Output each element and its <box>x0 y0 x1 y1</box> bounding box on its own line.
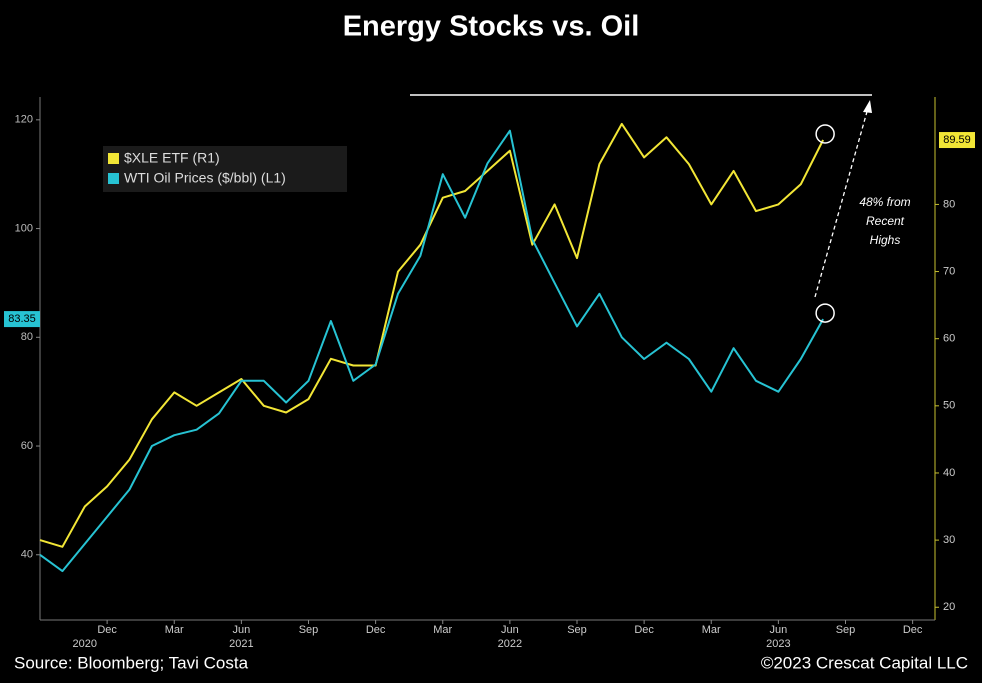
annotation: 48% from <box>859 195 910 209</box>
source: Source: Bloomberg; Tavi Costa <box>14 653 249 672</box>
annotation: Highs <box>870 233 901 247</box>
x-tick-label: Sep <box>567 624 587 636</box>
x-year-label: 2023 <box>766 638 790 650</box>
x-year-label: 2022 <box>498 638 522 650</box>
y2-tick-label: 60 <box>943 333 955 345</box>
legend-swatch <box>108 173 119 184</box>
x-tick-label: Sep <box>836 624 856 636</box>
chart-title: Energy Stocks vs. Oil <box>343 11 640 43</box>
y-tick-label: 100 <box>15 222 33 234</box>
x-tick-label: Mar <box>433 624 452 636</box>
x-tick-label: Dec <box>366 624 386 636</box>
x-tick-label: Jun <box>233 624 251 636</box>
series-line <box>39 122 824 548</box>
legend-box <box>103 146 347 192</box>
series-line <box>39 129 824 573</box>
x-tick-label: Mar <box>165 624 184 636</box>
last-value-label: 83.35 <box>8 313 36 325</box>
highlight-circle <box>815 124 835 144</box>
y-tick-label: 60 <box>21 440 33 452</box>
dashed-arrow <box>814 107 869 298</box>
y2-tick-label: 80 <box>943 198 955 210</box>
y-tick-label: 40 <box>21 549 33 561</box>
arrow-head <box>863 100 872 113</box>
y-tick-label: 80 <box>21 331 33 343</box>
highlight-circle <box>815 303 835 323</box>
annotation: Recent <box>866 214 905 228</box>
y2-tick-label: 50 <box>943 400 955 412</box>
x-tick-label: Dec <box>97 624 117 636</box>
y-tick-label: 120 <box>15 114 33 126</box>
y2-tick-label: 30 <box>943 534 955 546</box>
legend-label: $XLE ETF (R1) <box>124 150 220 166</box>
x-year-label: 2021 <box>229 638 253 650</box>
last-value-badge <box>4 311 40 328</box>
x-tick-label: Jun <box>770 624 788 636</box>
x-tick-label: Jun <box>501 624 519 636</box>
x-tick-label: Sep <box>299 624 319 636</box>
last-value-badge <box>939 132 975 149</box>
y2-tick-label: 20 <box>943 601 955 613</box>
legend-label: WTI Oil Prices ($/bbl) (L1) <box>124 170 286 186</box>
x-year-label: 2020 <box>73 638 97 650</box>
x-tick-label: Dec <box>903 624 923 636</box>
y2-tick-label: 40 <box>943 467 955 479</box>
last-value-label: 89.59 <box>943 134 971 146</box>
legend-swatch <box>108 153 119 164</box>
x-tick-label: Mar <box>702 624 721 636</box>
copyright: ©2023 Crescat Capital LLC <box>761 653 968 672</box>
y2-tick-label: 70 <box>943 265 955 277</box>
x-tick-label: Dec <box>634 624 654 636</box>
